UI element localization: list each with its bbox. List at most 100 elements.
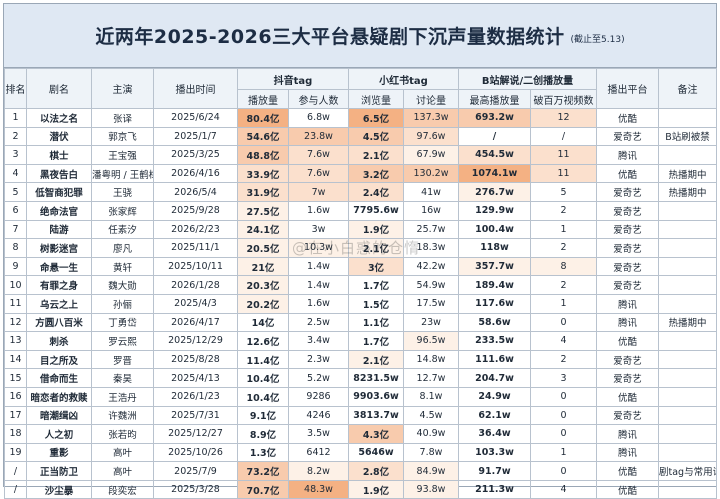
data-table: 排名 剧名 主演 播出时间 抖音tag 小红书tag B站解说/二创播放量 播出… [4,68,717,499]
cell-douyin-views: 33.9亿 [237,163,289,184]
cell-platform: 腾讯 [596,312,659,333]
cell-bili-max: / [458,126,531,147]
cell-xhs-discussions: 12.7w [403,368,459,388]
cell-douyin-participants: 7.6w [288,145,349,165]
cell-platform: 爱奇艺 [596,182,659,202]
cell-platform: 爱奇艺 [596,349,659,370]
table-row: 1 以法之名 张译 2025/6/24 80.4亿 6.8w 6.5亿 137.3w 693.2… [4,108,717,128]
cell-rank: / [4,461,27,481]
cell-xhs-discussions: 67.9w [403,145,459,165]
cell-air-date: 2025/9/28 [153,200,238,221]
cell-remarks [658,145,717,165]
cell-bili-max: 36.4w [458,424,531,444]
cell-remarks [658,386,717,407]
cell-platform: 爱奇艺 [596,256,659,277]
page-title: 近两年2025-2026三大平台悬疑剧下沉声量数据统计 [95,26,565,48]
table-row: / 正当防卫 高叶 2025/7/9 73.2亿 8.2w 2.8亿 84.9w 91.7w 0 优… [4,461,717,481]
cell-douyin-views: 12.6亿 [237,331,289,351]
cell-drama: 有罪之身 [26,275,92,295]
cell-rank: 14 [4,349,27,370]
cell-bili-max: 357.7w [458,256,531,277]
cell-drama: 暗潮缉凶 [26,405,92,426]
cell-rank: 5 [4,182,27,202]
cell-platform: 爱奇艺 [596,219,659,240]
cell-xhs-discussions: 97.6w [403,126,459,147]
cell-platform: 优酷 [596,331,659,351]
cell-rank: 10 [4,275,27,295]
cell-air-date: 2025/8/28 [153,349,238,370]
cell-xhs-discussions: 8.1w [403,386,459,407]
table-row: 8 树影迷宫 廖凡 2025/11/1 20.5亿 10.3w 2.1亿 18.3w 118w 2… [4,238,717,258]
cell-platform: 腾讯 [596,145,659,165]
cell-douyin-participants: 2.3w [288,349,349,370]
cell-bili-max: 1074.1w [458,163,531,184]
cell-douyin-participants: 1.4w [288,275,349,295]
cell-lead: 王骁 [91,182,154,202]
cell-platform: 腾讯 [596,442,659,463]
cell-douyin-views: 14亿 [237,312,289,333]
table-row: 16 暗恋者的救赎 王浩丹 2026/1/23 10.4亿 9286 9903.6w 8.1w… [4,386,717,407]
cell-air-date: 2026/4/17 [153,312,238,333]
cell-lead: 王浩丹 [91,386,154,407]
cell-xhs-views: 2.8亿 [348,461,404,481]
cell-douyin-views: 1.3亿 [237,442,289,463]
cell-platform: 爱奇艺 [596,126,659,147]
cell-air-date: 2025/7/9 [153,461,238,481]
cell-air-date: 2026/2/23 [153,219,238,240]
cell-bili-million: 0 [530,461,597,481]
cell-drama: 借命而生 [26,368,92,388]
cell-platform: 腾讯 [596,424,659,444]
cell-xhs-views: 7795.6w [348,200,404,221]
header-douyin-participants: 参与人数 [288,89,349,109]
table-row: 5 低智商犯罪 王骁 2026/5/4 31.9亿 7w 2.4亿 41w 276.7w 5 爱奇艺… [4,182,717,202]
cell-douyin-views: 21亿 [237,256,289,277]
header-bili-million: 破百万视频数 [530,89,597,109]
cell-air-date: 2025/4/13 [153,368,238,388]
cell-bili-max: 100.4w [458,219,531,240]
cell-lead: 郭京飞 [91,126,154,147]
cell-bili-million: 2 [530,200,597,221]
cell-remarks [658,108,717,128]
cell-douyin-views: 54.6亿 [237,126,289,147]
cell-rank: 6 [4,200,27,221]
cell-bili-million: 1 [530,219,597,240]
cell-bili-million: 11 [530,163,597,184]
cell-air-date: 2025/11/1 [153,238,238,258]
cell-bili-max: 204.7w [458,368,531,388]
table-row: 9 命悬一生 黄轩 2025/10/11 21亿 1.4w 3亿 42.2w 357.7w 8 爱奇… [4,256,717,277]
table-row: 17 暗潮缉凶 许魏洲 2025/7/31 9.1亿 4246 3813.7w 4.5w 62.… [4,405,717,426]
header-lead: 主演 [91,68,154,109]
cell-rank: 16 [4,386,27,407]
cell-xhs-discussions: 17.5w [403,293,459,314]
cell-bili-million: 1 [530,293,597,314]
cell-remarks [658,405,717,426]
cell-xhs-views: 8231.5w [348,368,404,388]
cell-douyin-participants: 3.5w [288,424,349,444]
cell-air-date: 2026/1/28 [153,275,238,295]
cell-xhs-views: 1.7亿 [348,331,404,351]
cell-xhs-discussions: 96.5w [403,331,459,351]
cell-xhs-discussions: 25.7w [403,219,459,240]
cell-douyin-participants: 6412 [288,442,349,463]
cell-lead: 秦昊 [91,368,154,388]
header-rank: 排名 [4,68,27,109]
cell-douyin-participants: 1.6w [288,200,349,221]
cell-bili-million: 5 [530,182,597,202]
cell-platform: 爱奇艺 [596,368,659,388]
cell-bili-million: / [530,126,597,147]
cell-drama: 乌云之上 [26,293,92,314]
cell-bili-max: 693.2w [458,108,531,128]
cell-xhs-discussions: 137.3w [403,108,459,128]
cell-bili-max: 91.7w [458,461,531,481]
cell-air-date: 2025/10/26 [153,442,238,463]
cell-douyin-views: 80.4亿 [237,108,289,128]
table-row: 19 重影 高叶 2025/10/26 1.3亿 6412 5646w 7.8w 103.3w 1… [4,442,717,463]
cell-lead: 罗云熙 [91,331,154,351]
cell-xhs-views: 2.1亿 [348,145,404,165]
cell-xhs-views: 6.5亿 [348,108,404,128]
cell-xhs-discussions: 130.2w [403,163,459,184]
header-xhs-tag: 小红书tag [348,68,459,90]
table-row: 15 借命而生 秦昊 2025/4/13 10.4亿 5.2w 8231.5w 12.7w 20… [4,368,717,388]
table-row: 4 黑夜告白 潘粤明 / 王鹤棣 2026/4/16 33.9亿 7.6w 3.2亿 130.… [4,163,717,184]
cell-douyin-views: 11.4亿 [237,349,289,370]
